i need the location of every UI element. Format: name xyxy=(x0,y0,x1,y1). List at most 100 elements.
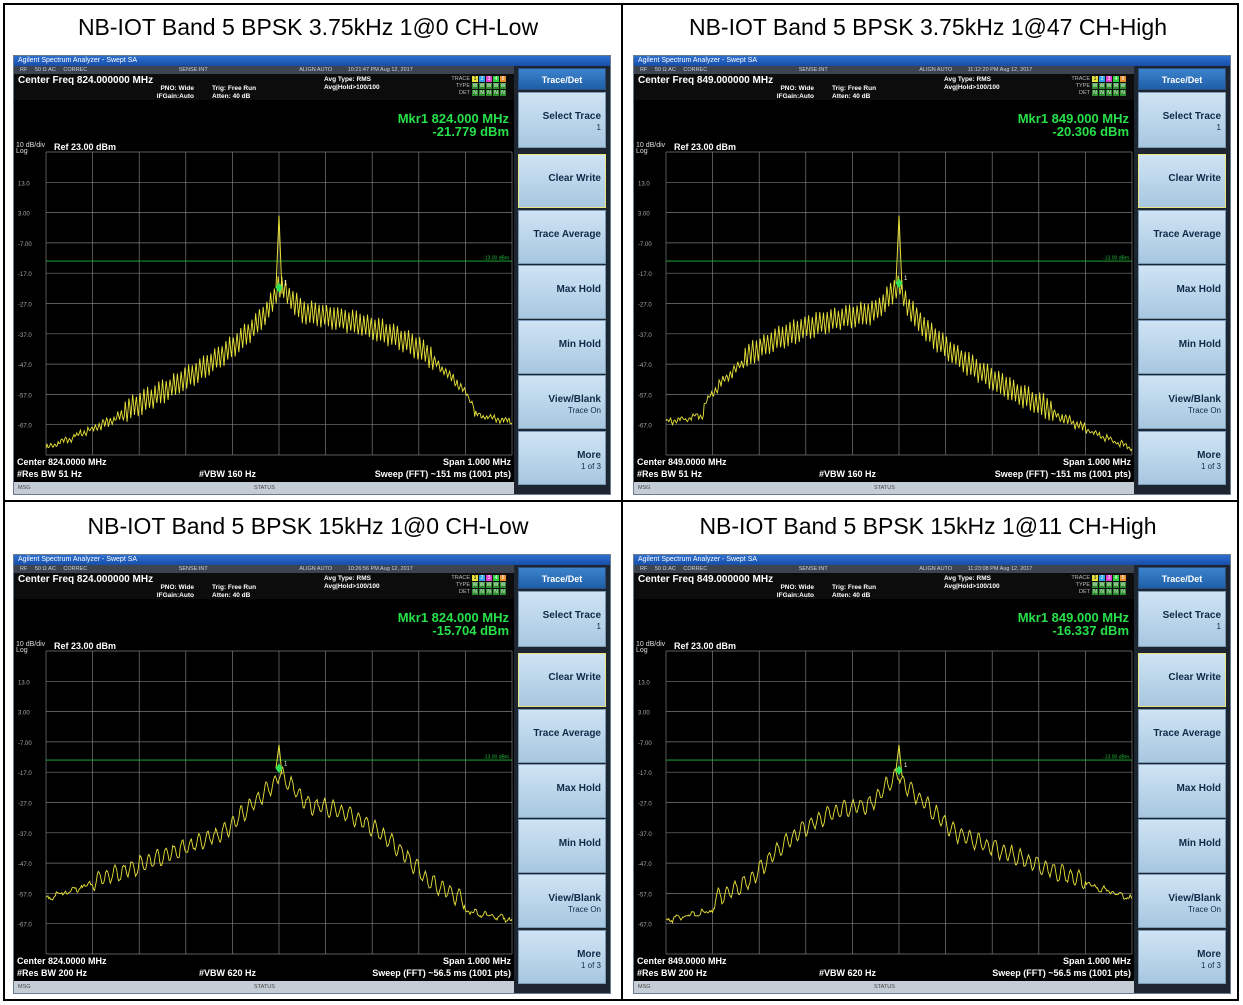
clear-write-button[interactable]: Clear Write xyxy=(518,653,606,707)
res-bw-label: #Res BW 200 Hz xyxy=(17,968,88,978)
select-trace-button[interactable]: Select Trace 1 xyxy=(1138,591,1226,647)
view-blank-button[interactable]: View/Blank Trace On xyxy=(518,375,606,429)
ytick-label: -67.0 xyxy=(638,424,652,430)
select-trace-value: 1 xyxy=(596,622,601,631)
log-label: Log xyxy=(636,148,648,155)
center-freq-label[interactable]: Center Freq 824.000000 MHz xyxy=(18,574,154,585)
scale-label: 10 dB/div xyxy=(636,641,666,648)
marker-diamond[interactable] xyxy=(895,765,903,776)
center-freq-label[interactable]: Center Freq 849.000000 MHz xyxy=(638,75,774,86)
ytick-label: -67.0 xyxy=(18,424,32,430)
trace-average-button[interactable]: Trace Average xyxy=(518,210,606,264)
select-trace-label: Select Trace xyxy=(1162,111,1221,122)
spectrum-display[interactable]: 10 dB/div Log Ref 23.00 dBm Mkr1 824.000 MH… xyxy=(14,100,514,482)
max-hold-button[interactable]: Max Hold xyxy=(1138,764,1226,818)
pno-ifgain: PNO: Wide IFGain:Auto xyxy=(134,85,194,101)
min-hold-button[interactable]: Min Hold xyxy=(518,819,606,873)
max-hold-button[interactable]: Max Hold xyxy=(518,265,606,319)
clear-write-button[interactable]: Clear Write xyxy=(1138,154,1226,208)
select-trace-button[interactable]: Select Trace 1 xyxy=(518,92,606,148)
more-button[interactable]: More 1 of 3 xyxy=(518,431,606,485)
vbw-label: #VBW 620 Hz xyxy=(199,968,257,978)
message-bar: MSG STATUS xyxy=(14,981,514,993)
spectrum-display[interactable]: 10 dB/div Log Ref 23.00 dBm Mkr1 849.000 MH… xyxy=(634,100,1134,482)
log-label: Log xyxy=(636,647,648,654)
trace-average-label: Trace Average xyxy=(533,728,601,739)
ref-level-label: Ref 23.00 dBm xyxy=(54,142,116,152)
status-datetime: 10:21:47 PM Aug 12, 2017 xyxy=(347,67,413,73)
menu-header-trace-det[interactable]: Trace/Det xyxy=(518,567,606,589)
more-button[interactable]: More 1 of 3 xyxy=(1138,930,1226,984)
analyzer-panel-4: NB-IOT Band 5 BPSK 15kHz 1@11 CH-High Ag… xyxy=(625,504,1231,996)
clear-write-button[interactable]: Clear Write xyxy=(518,154,606,208)
analyzer-window: Agilent Spectrum Analyzer - Swept SA RF … xyxy=(633,554,1231,994)
status-datetime: 11:23:08 PM Aug 12, 2017 xyxy=(967,566,1033,572)
more-button[interactable]: More 1 of 3 xyxy=(518,930,606,984)
trace-label: TRACE xyxy=(1071,76,1090,82)
clear-write-button[interactable]: Clear Write xyxy=(1138,653,1226,707)
softkey-menu: Trace/Det Select Trace 1 Clear Write Tra… xyxy=(514,66,610,494)
sweep-label: Sweep (FFT) ~56.5 ms (1001 pts) xyxy=(372,968,511,978)
menu-header-trace-det[interactable]: Trace/Det xyxy=(518,68,606,90)
status-correc: CORREC xyxy=(683,566,708,572)
more-value: 1 of 3 xyxy=(1200,961,1221,970)
min-hold-button[interactable]: Min Hold xyxy=(1138,320,1226,374)
msg-label: MSG xyxy=(18,485,31,491)
status-rf: RF xyxy=(20,67,28,73)
min-hold-button[interactable]: Min Hold xyxy=(518,320,606,374)
status-row: RF 50 Ω AC CORREC SENSE:INT ALIGN AUTO 1… xyxy=(634,565,1134,573)
vbw-label: #VBW 160 Hz xyxy=(819,469,877,479)
select-trace-value: 1 xyxy=(1216,622,1221,631)
marker-value: -15.704 dBm xyxy=(432,623,509,638)
select-trace-value: 1 xyxy=(596,123,601,132)
trace-1 xyxy=(45,765,513,924)
center-freq-label[interactable]: Center Freq 824.000000 MHz xyxy=(18,75,154,86)
marker-diamond[interactable] xyxy=(895,278,903,289)
more-label: More xyxy=(577,949,601,960)
avg-hold-label: Avg|Hold>100/100 xyxy=(324,84,380,91)
avg-type-label: Avg Type: RMS xyxy=(944,76,991,83)
max-hold-button[interactable]: Max Hold xyxy=(518,764,606,818)
trace-average-button[interactable]: Trace Average xyxy=(1138,210,1226,264)
window-title: Agilent Spectrum Analyzer - Swept SA xyxy=(634,555,1230,565)
ytick-label: -27.0 xyxy=(638,303,652,309)
window-title: Agilent Spectrum Analyzer - Swept SA xyxy=(14,56,610,66)
trace-average-button[interactable]: Trace Average xyxy=(1138,709,1226,763)
view-blank-label: View/Blank xyxy=(548,394,601,405)
marker-value: -16.337 dBm xyxy=(1052,623,1129,638)
max-hold-label: Max Hold xyxy=(1176,284,1221,295)
status-impedance: 50 Ω AC xyxy=(34,566,56,572)
max-hold-button[interactable]: Max Hold xyxy=(1138,265,1226,319)
view-blank-button[interactable]: View/Blank Trace On xyxy=(1138,874,1226,928)
more-button[interactable]: More 1 of 3 xyxy=(1138,431,1226,485)
more-value: 1 of 3 xyxy=(580,961,601,970)
status-datetime: 11:12:20 PM Aug 12, 2017 xyxy=(967,67,1033,73)
view-blank-label: View/Blank xyxy=(548,893,601,904)
select-trace-button[interactable]: Select Trace 1 xyxy=(1138,92,1226,148)
view-blank-button[interactable]: View/Blank Trace On xyxy=(518,874,606,928)
more-value: 1 of 3 xyxy=(580,462,601,471)
select-trace-button[interactable]: Select Trace 1 xyxy=(518,591,606,647)
menu-header-trace-det[interactable]: Trace/Det xyxy=(1138,68,1226,90)
marker-diamond[interactable] xyxy=(275,763,283,774)
status-impedance: 50 Ω AC xyxy=(34,67,56,73)
center-freq-label[interactable]: Center Freq 849.000000 MHz xyxy=(638,574,774,585)
ytick-label: -47.0 xyxy=(18,862,32,868)
analyzer-panel-1: NB-IOT Band 5 BPSK 3.75kHz 1@0 CH-Low Ag… xyxy=(5,5,611,497)
view-blank-button[interactable]: View/Blank Trace On xyxy=(1138,375,1226,429)
ytick-label: -17.0 xyxy=(638,272,652,278)
spectrum-display[interactable]: 10 dB/div Log Ref 23.00 dBm Mkr1 824.000 MH… xyxy=(14,599,514,981)
ref-level-label: Ref 23.00 dBm xyxy=(54,641,116,651)
ytick-label: 13.0 xyxy=(18,181,30,187)
ytick-label: -17.0 xyxy=(638,771,652,777)
trace-average-button[interactable]: Trace Average xyxy=(518,709,606,763)
more-value: 1 of 3 xyxy=(1200,462,1221,471)
spectrum-display[interactable]: 10 dB/div Log Ref 23.00 dBm Mkr1 849.000 MH… xyxy=(634,599,1134,981)
avg-info: Avg Type: RMS Avg|Hold>100/100 xyxy=(324,76,380,92)
menu-header-trace-det[interactable]: Trace/Det xyxy=(1138,567,1226,589)
marker-diamond[interactable] xyxy=(275,282,283,293)
min-hold-button[interactable]: Min Hold xyxy=(1138,819,1226,873)
